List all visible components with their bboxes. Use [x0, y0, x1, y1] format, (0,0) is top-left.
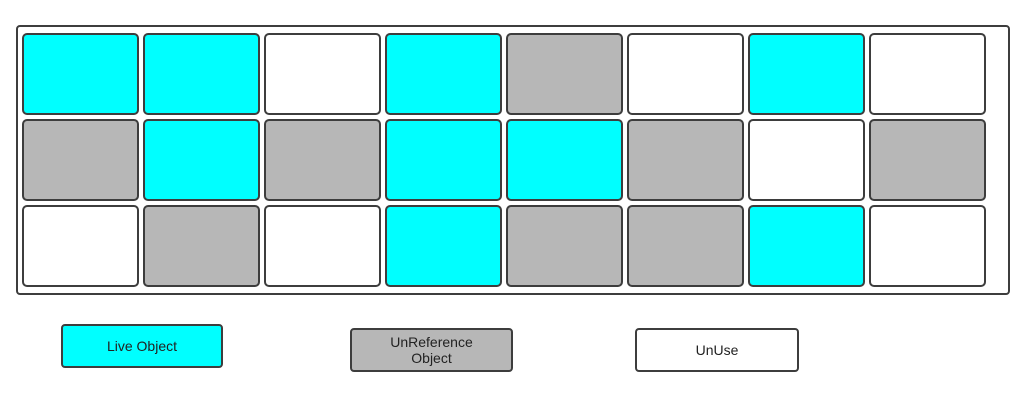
memory-cell-unused: [264, 33, 381, 115]
legend-live-label: Live Object: [106, 338, 178, 354]
memory-cell-unused: [869, 205, 986, 287]
memory-cell-unreferenced: [627, 205, 744, 287]
memory-cell-unreferenced: [869, 119, 986, 201]
memory-cell-live: [748, 205, 865, 287]
memory-cell-live: [143, 119, 260, 201]
memory-cell-live: [385, 205, 502, 287]
memory-cell-unused: [264, 205, 381, 287]
memory-cell-unreferenced: [506, 33, 623, 115]
legend-unuse: UnUse: [635, 328, 799, 372]
memory-cell-live: [143, 33, 260, 115]
legend-unreference-label: UnReference Object: [390, 334, 473, 366]
legend-unuse-label: UnUse: [695, 342, 739, 358]
memory-cell-unused: [22, 205, 139, 287]
memory-cell-live: [385, 33, 502, 115]
memory-cell-live: [22, 33, 139, 115]
memory-cell-unused: [748, 119, 865, 201]
legend-unreference-object: UnReference Object: [350, 328, 513, 372]
memory-cell-unreferenced: [506, 205, 623, 287]
memory-cell-live: [748, 33, 865, 115]
memory-heap-grid: [16, 25, 1010, 295]
memory-cell-live: [385, 119, 502, 201]
memory-cell-live: [506, 119, 623, 201]
memory-cell-unused: [627, 33, 744, 115]
memory-cell-unreferenced: [22, 119, 139, 201]
memory-cell-unreferenced: [627, 119, 744, 201]
memory-cell-unreferenced: [264, 119, 381, 201]
legend-live-object: Live Object: [61, 324, 223, 368]
memory-cell-unreferenced: [143, 205, 260, 287]
memory-cell-unused: [869, 33, 986, 115]
